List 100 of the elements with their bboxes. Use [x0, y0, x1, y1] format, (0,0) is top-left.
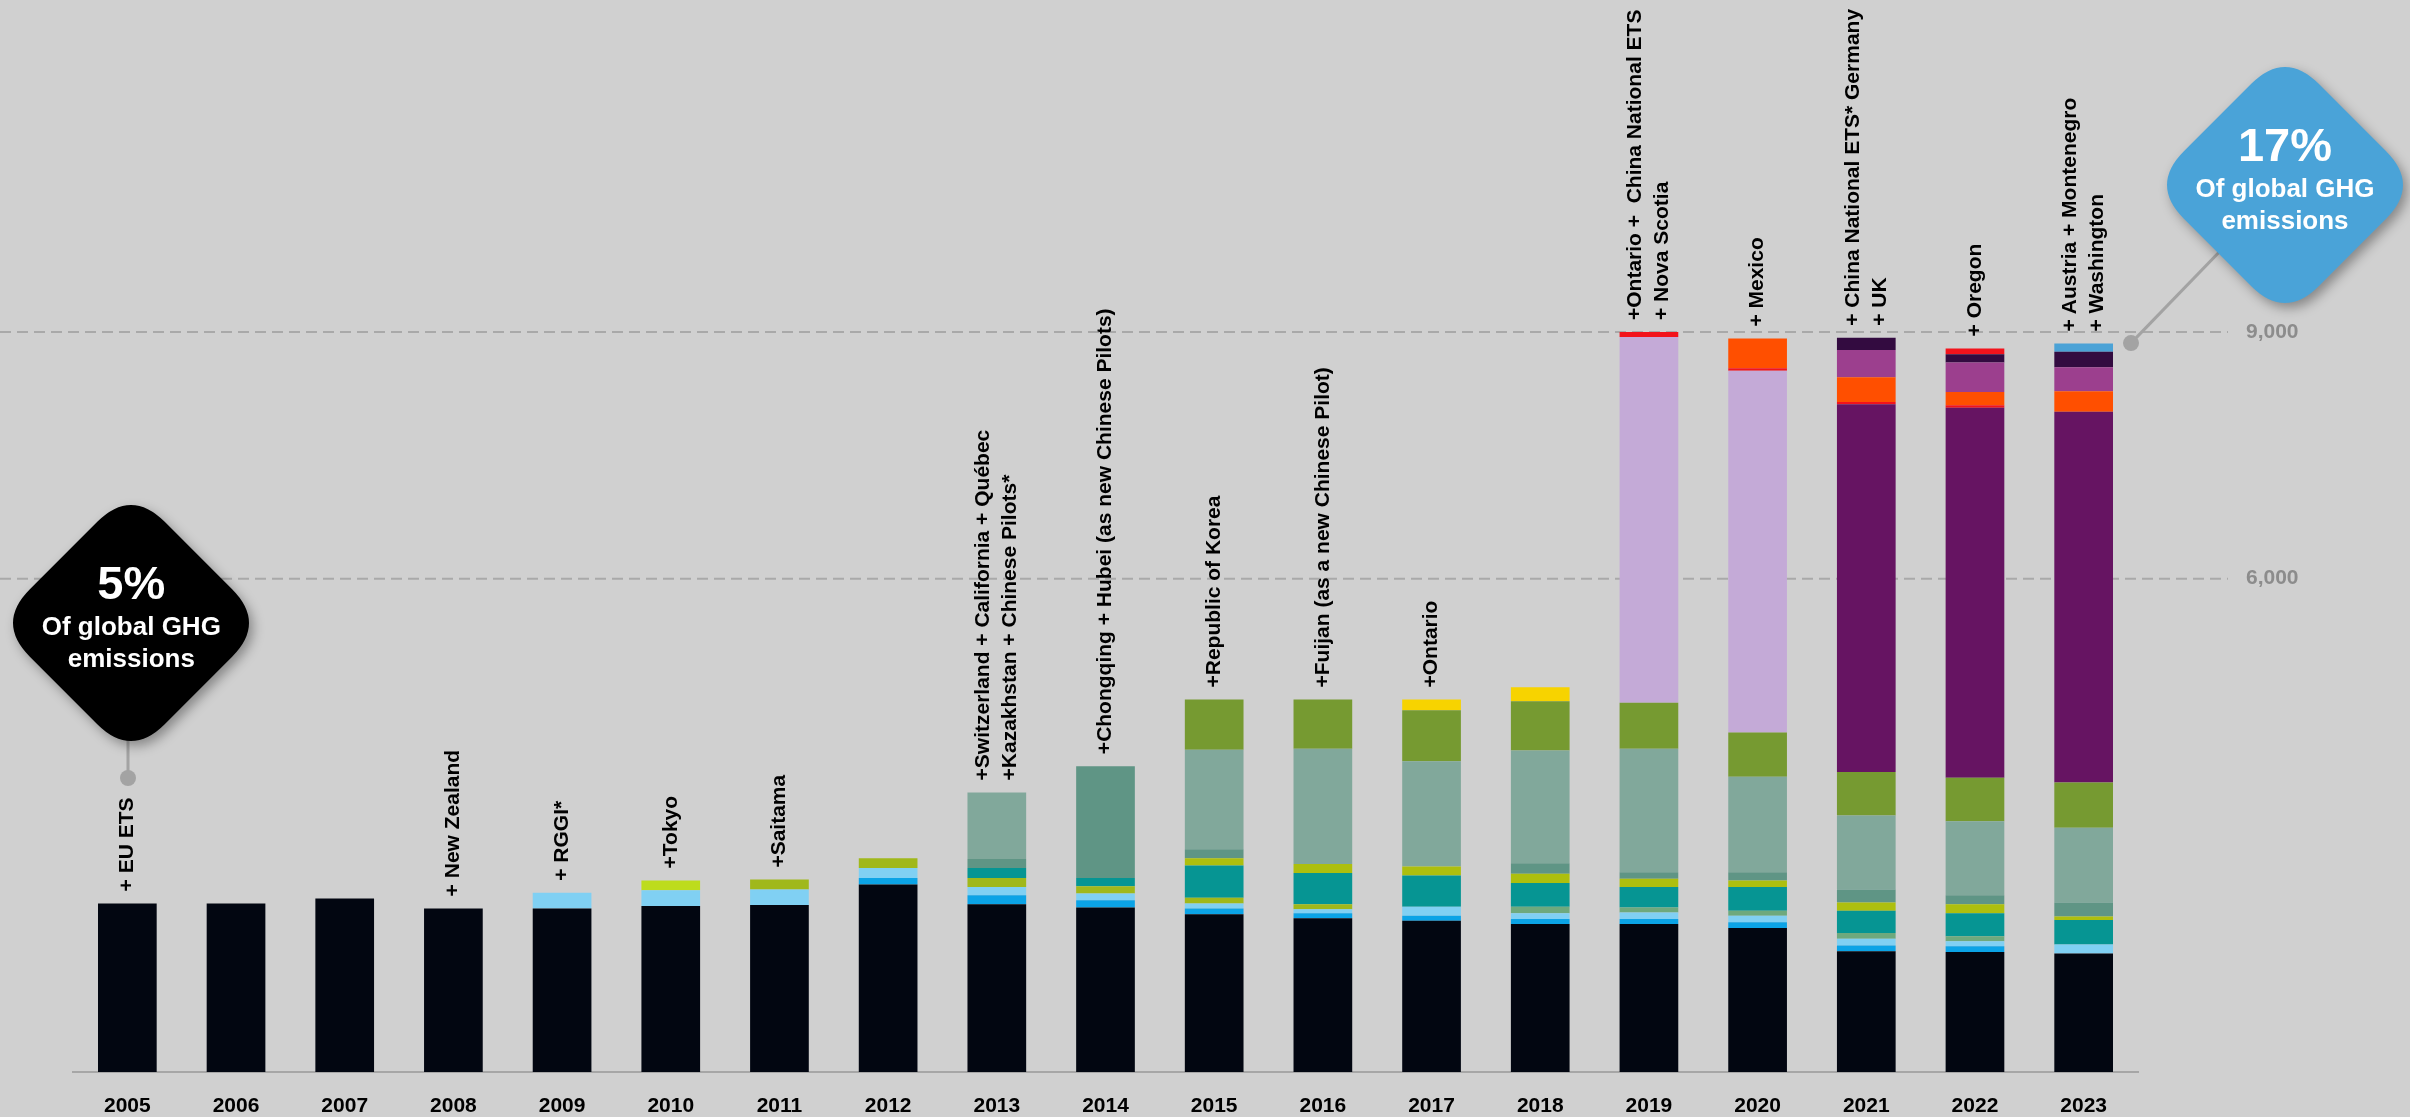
- bar: [1945, 946, 2005, 952]
- bar: [1076, 766, 1135, 878]
- x-tick-label: 2023: [2060, 1093, 2108, 1117]
- bar: [1076, 900, 1135, 908]
- x-tick-label: 2011: [756, 1093, 803, 1117]
- x-tick-label: 2006: [212, 1093, 260, 1117]
- bar: [1836, 938, 1896, 946]
- bar: [1836, 902, 1896, 911]
- bar: [967, 792, 1027, 860]
- x-tick-label: 2014: [1082, 1093, 1130, 1117]
- bar: [641, 880, 701, 891]
- x-tick-label: 2010: [647, 1093, 695, 1117]
- bar: [750, 879, 809, 890]
- bar: [1293, 904, 1353, 910]
- bar: [1836, 337, 1896, 351]
- bar: [1510, 750, 1570, 864]
- bar: [2054, 351, 2113, 368]
- bar: [967, 868, 1027, 878]
- bar: [967, 904, 1027, 1072]
- bar: [1619, 332, 1679, 337]
- bar: [1728, 915, 1787, 923]
- bar: [1184, 903, 1244, 909]
- bar: [1619, 702, 1679, 749]
- bar: [1184, 749, 1244, 850]
- bar: [2054, 782, 2113, 828]
- bar: [858, 868, 918, 878]
- bar: [1510, 863, 1570, 874]
- annotation: + Austria + Montenegro + Washington: [2056, 97, 2107, 332]
- bar: [1402, 699, 1461, 711]
- bar: [2054, 411, 2113, 783]
- bar: [1510, 913, 1570, 920]
- bar: [1728, 368, 1787, 371]
- bar: [1293, 863, 1353, 874]
- bar: [1619, 924, 1679, 1072]
- bar: [1184, 849, 1244, 859]
- bar: [1619, 912, 1679, 920]
- bar: [750, 889, 809, 906]
- bar: [1945, 354, 2005, 363]
- bar: [1836, 404, 1896, 772]
- bar: [641, 905, 701, 1072]
- bar: [1510, 919, 1570, 924]
- x-tick-label: 2007: [321, 1093, 369, 1117]
- annotation: 5% Of global GHG emissions: [40, 556, 222, 675]
- bar: [1836, 945, 1896, 952]
- bar: [1510, 882, 1570, 907]
- bar: [1728, 910, 1787, 916]
- bar: [1184, 914, 1244, 1072]
- bar: [1293, 909, 1353, 914]
- bar: [1402, 875, 1461, 907]
- bar: [1945, 362, 2005, 393]
- bar: [2054, 391, 2113, 412]
- bar: [858, 877, 918, 885]
- annotation: +Republic of Korea: [1200, 495, 1224, 688]
- bar: [1076, 893, 1135, 901]
- bar: [1184, 858, 1244, 866]
- bar: [2054, 919, 2113, 945]
- bar: [967, 887, 1027, 896]
- bar: [858, 884, 918, 1072]
- bar: [1510, 924, 1570, 1072]
- bar: [1619, 919, 1679, 924]
- bar: [98, 903, 157, 1072]
- bar: [1836, 910, 1896, 934]
- x-tick-label: 2008: [430, 1093, 478, 1117]
- x-tick-label: 2018: [1516, 1093, 1564, 1117]
- x-tick-label: 2020: [1734, 1093, 1781, 1117]
- bar: [1836, 951, 1896, 1072]
- x-tick-label: 2009: [538, 1093, 586, 1117]
- bar: [1945, 348, 2005, 355]
- bar: [1184, 699, 1244, 750]
- bar: [1945, 405, 2005, 408]
- bar: [1945, 951, 2005, 1072]
- bar: [532, 908, 592, 1072]
- bar: [1728, 872, 1787, 881]
- bar: [1510, 873, 1570, 883]
- bar: [1836, 815, 1896, 890]
- annotation: +Ontario: [1418, 600, 1442, 688]
- bar: [967, 859, 1027, 869]
- bar: [1293, 913, 1353, 919]
- y-tick-label: 6,000: [2246, 565, 2299, 589]
- bar: [1945, 777, 2005, 822]
- bar: [1293, 918, 1353, 1072]
- bar: [1402, 920, 1461, 1072]
- x-tick-label: 2013: [973, 1093, 1021, 1117]
- bar: [315, 898, 375, 1072]
- x-tick-label: 2016: [1299, 1093, 1347, 1117]
- bar: [1510, 701, 1570, 751]
- x-tick-label: 2021: [1842, 1093, 1890, 1117]
- annotation: + RGGI*: [548, 799, 572, 881]
- bar: [1945, 936, 2005, 942]
- bar: [2054, 953, 2113, 1072]
- bar: [1945, 821, 2005, 896]
- bar: [1619, 887, 1679, 908]
- bar: [532, 892, 592, 909]
- x-tick-label: 2019: [1625, 1093, 1673, 1117]
- bar: [1728, 880, 1787, 887]
- bar: [1945, 941, 2005, 947]
- bar: [1728, 338, 1787, 369]
- x-tick-label: 2015: [1190, 1093, 1238, 1117]
- annotation: +Ontario + China National ETS + Nova Scotia: [1622, 9, 1673, 320]
- annotation: + EU ETS: [114, 797, 138, 892]
